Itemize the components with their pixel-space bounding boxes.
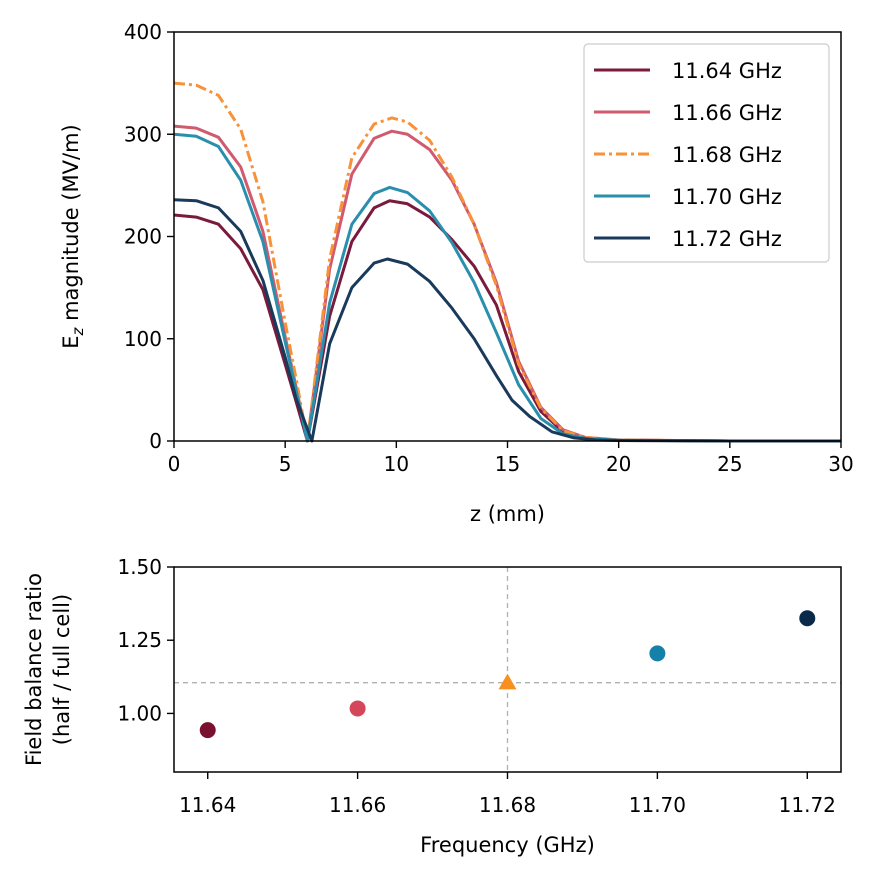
- top-x-ticks: 0 5 10 15 20 25 30: [168, 441, 854, 476]
- scatter-point: [649, 645, 666, 662]
- top-y-axis-label: Ez magnitude (MV/m): [59, 124, 87, 349]
- y-tick-label: 200: [124, 225, 162, 249]
- series-line-11-68-ghz: [173, 81, 841, 443]
- legend-label-11-64-ghz: 11.64 GHz: [672, 59, 782, 83]
- legend-label-11-68-ghz: 11.68 GHz: [672, 143, 782, 167]
- top-y-ticks: 0 100 200 300 400: [124, 20, 174, 453]
- x-tick-label: 20: [606, 452, 631, 476]
- top-x-axis-label: z (mm): [470, 502, 545, 526]
- x-tick-label: 15: [495, 452, 520, 476]
- x-tick-label: 0: [168, 452, 181, 476]
- legend-label-11-66-ghz: 11.66 GHz: [672, 101, 782, 125]
- top-y-axis-label-sub: z: [69, 326, 87, 336]
- legend-box: [583, 43, 830, 263]
- y-tick-label: 0: [149, 429, 162, 453]
- y-tick-label: 1.25: [117, 628, 162, 652]
- legend-label-11-70-ghz: 11.70 GHz: [672, 185, 782, 209]
- bottom-x-ticks: 11.64 11.66 11.68 11.70 11.72: [179, 772, 836, 817]
- y-tick-label: 400: [124, 20, 162, 44]
- x-tick-label: 11.72: [779, 793, 836, 817]
- bottom-x-axis-label: Frequency (GHz): [420, 833, 595, 857]
- legend-items: 11.64 GHz 11.66 GHz 11.68 GHz 11.70 GHz 11.7…: [594, 59, 782, 251]
- legend: 11.64 GHz 11.66 GHz 11.68 GHz 11.70 GHz 11.7…: [583, 43, 830, 263]
- bottom-y-axis-label-line1: Field balance ratio: [22, 573, 46, 766]
- x-tick-label: 11.64: [179, 793, 236, 817]
- x-tick-label: 11.70: [629, 793, 686, 817]
- y-tick-label: 100: [124, 327, 162, 351]
- x-tick-label: 10: [384, 452, 409, 476]
- series-line-11-72-ghz: [173, 198, 841, 443]
- legend-label-11-72-ghz: 11.72 GHz: [672, 227, 782, 251]
- scatter-point: [799, 610, 816, 627]
- x-tick-label: 30: [828, 452, 853, 476]
- x-tick-label: 5: [279, 452, 292, 476]
- top-y-axis-label-base: E: [59, 335, 83, 348]
- y-tick-label: 300: [124, 122, 162, 146]
- bottom-plot: 11.64 11.66 11.68 11.70 11.72 1.00 1.25 1.50 F…: [22, 555, 842, 857]
- scatter-point: [349, 700, 366, 717]
- x-tick-label: 11.66: [329, 793, 386, 817]
- scatter-point-triangle: [498, 673, 517, 690]
- top-y-axis-label-rest: magnitude (MV/m): [59, 124, 83, 327]
- x-tick-label: 25: [717, 452, 742, 476]
- bottom-y-axis-label-line2: (half / full cell): [50, 594, 74, 745]
- bottom-y-ticks: 1.00 1.25 1.50: [117, 555, 174, 725]
- y-tick-label: 1.00: [117, 701, 162, 725]
- top-series-lines: [173, 81, 841, 443]
- scatter-point: [199, 722, 216, 739]
- scatter-points: [199, 610, 816, 739]
- x-tick-label: 11.68: [479, 793, 536, 817]
- top-plot: 0 5 10 15 20 25 30 0 100 200 300 400 z (mm) Ez mag…: [59, 20, 854, 526]
- y-tick-label: 1.50: [117, 555, 162, 579]
